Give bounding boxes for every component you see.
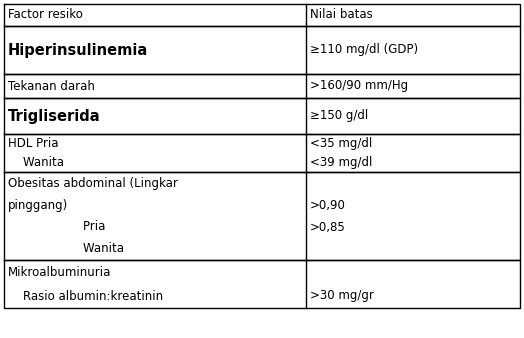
Text: <39 mg/dl: <39 mg/dl <box>310 156 372 169</box>
Text: >0,85: >0,85 <box>310 220 346 234</box>
Text: <35 mg/dl: <35 mg/dl <box>310 137 372 150</box>
Text: >160/90 mm/Hg: >160/90 mm/Hg <box>310 79 408 93</box>
Text: Wanita: Wanita <box>8 156 64 169</box>
Text: Factor resiko: Factor resiko <box>8 8 83 22</box>
Text: Rasio albumin:kreatinin: Rasio albumin:kreatinin <box>8 290 163 303</box>
Text: Obesitas abdominal (Lingkar: Obesitas abdominal (Lingkar <box>8 176 178 190</box>
Text: Tekanan darah: Tekanan darah <box>8 79 95 93</box>
Text: Mikroalbuminuria: Mikroalbuminuria <box>8 266 112 279</box>
Text: Trigliserida: Trigliserida <box>8 108 101 123</box>
Text: ≥150 g/dl: ≥150 g/dl <box>310 110 368 122</box>
Text: Wanita: Wanita <box>8 242 124 256</box>
Text: >0,90: >0,90 <box>310 198 346 212</box>
Text: ≥110 mg/dl (GDP): ≥110 mg/dl (GDP) <box>310 44 418 56</box>
Text: >30 mg/gr: >30 mg/gr <box>310 290 374 303</box>
Text: Hiperinsulinemia: Hiperinsulinemia <box>8 43 148 57</box>
Text: pinggang): pinggang) <box>8 198 68 212</box>
Text: HDL Pria: HDL Pria <box>8 137 59 150</box>
Text: Pria: Pria <box>8 220 105 234</box>
Text: Nilai batas: Nilai batas <box>310 8 373 22</box>
